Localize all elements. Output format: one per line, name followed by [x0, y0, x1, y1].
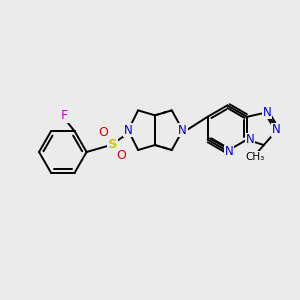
Text: N: N	[124, 124, 133, 137]
Text: N: N	[225, 146, 234, 158]
Text: S: S	[107, 138, 117, 151]
Text: CH₃: CH₃	[246, 152, 265, 162]
Text: N: N	[262, 106, 271, 119]
Text: F: F	[61, 109, 68, 122]
Text: N: N	[178, 124, 187, 137]
Text: O: O	[98, 126, 108, 139]
Text: O: O	[116, 149, 126, 162]
Text: N: N	[246, 133, 254, 146]
Text: N: N	[272, 123, 280, 136]
